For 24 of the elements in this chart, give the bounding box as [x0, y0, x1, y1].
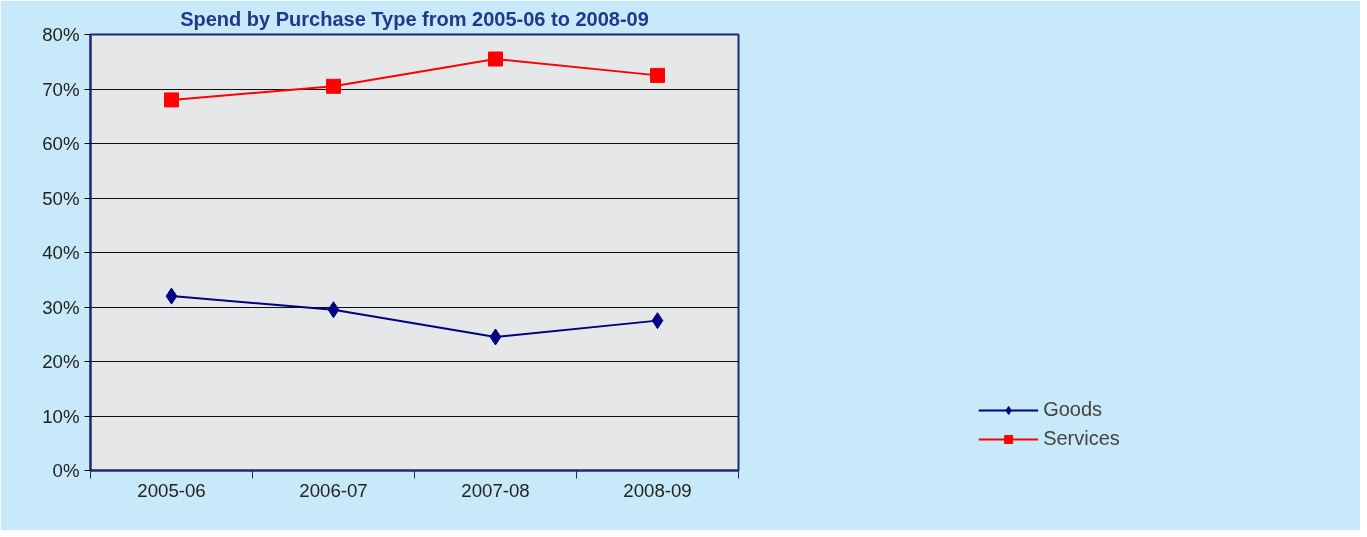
y-tick-label: 50% [42, 187, 80, 209]
chart-title: Spend by Purchase Type from 2005-06 to 2008-09 [180, 7, 649, 30]
point [651, 312, 664, 330]
x-tick-label: 2006-07 [299, 479, 368, 501]
point [165, 287, 178, 305]
y-tick-label: 40% [42, 242, 80, 263]
y-tick-label: 0% [52, 460, 80, 481]
x-tick-label: 2007-08 [461, 479, 530, 501]
point [164, 92, 179, 108]
x-tick-label: 2005-06 [137, 479, 206, 501]
point [326, 78, 341, 94]
y-tick-label: 20% [42, 351, 80, 372]
y-tick-label: 60% [42, 133, 80, 154]
point [650, 67, 665, 83]
point [327, 301, 340, 319]
y-tick-label: 80% [42, 24, 80, 45]
y-tick-label: 30% [42, 296, 80, 318]
legend-label: Goods [1043, 398, 1103, 421]
point [489, 328, 502, 346]
point [488, 51, 503, 67]
y-tick-label: 10% [42, 405, 80, 427]
x-tick-label: 2008-09 [623, 479, 692, 501]
legend-label: Services [1043, 427, 1120, 450]
y-tick-label: 70% [42, 78, 80, 100]
